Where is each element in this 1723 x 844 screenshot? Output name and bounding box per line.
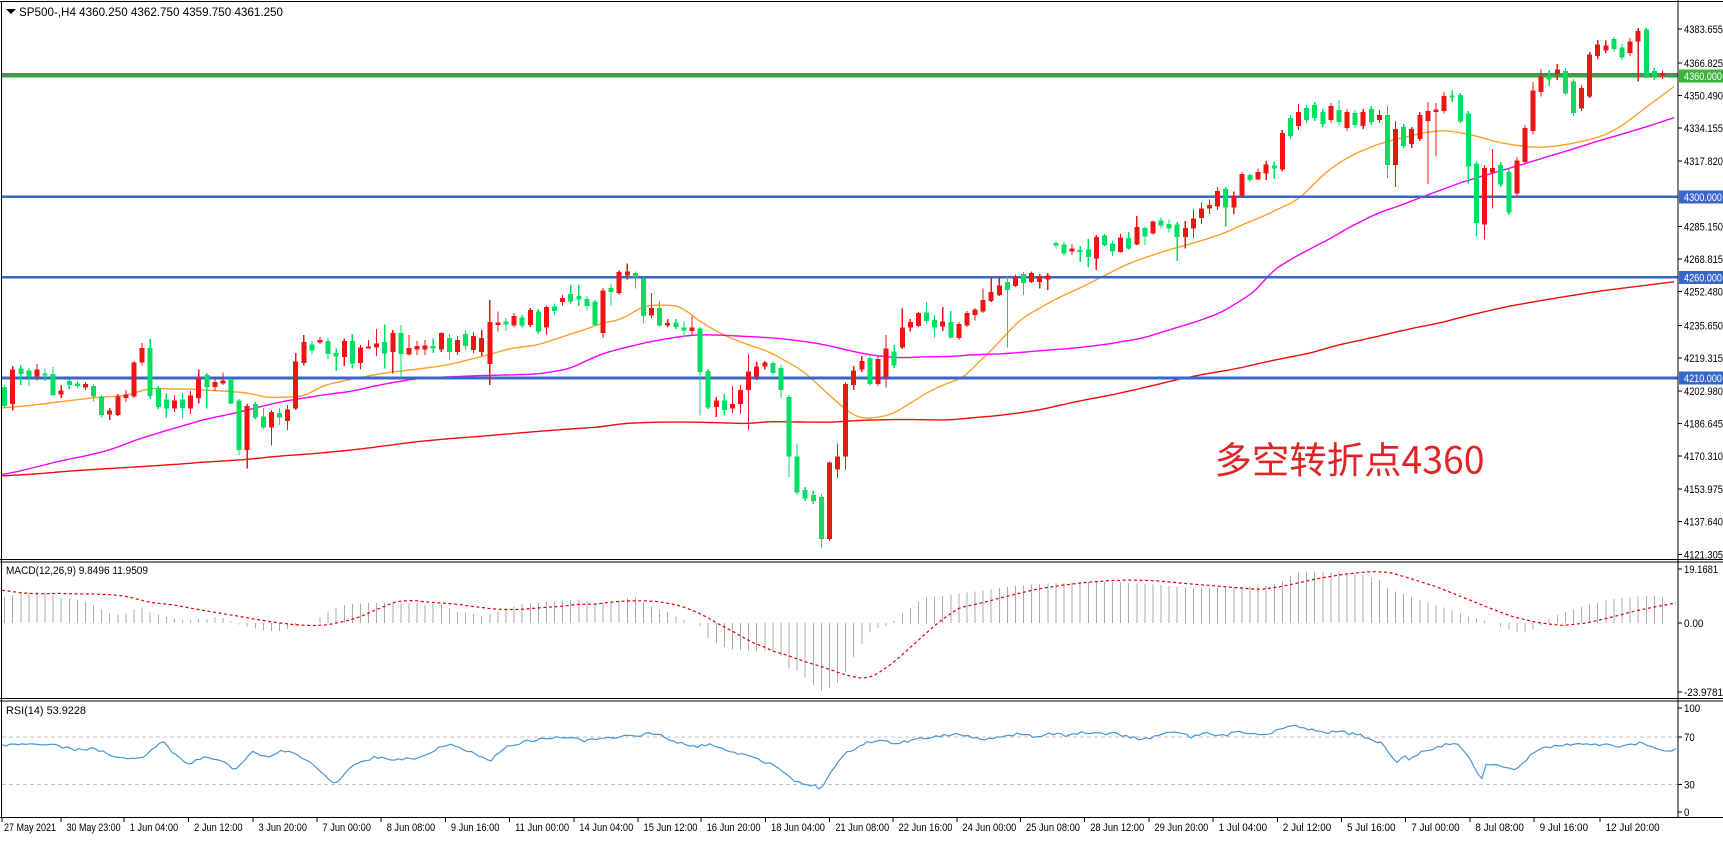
svg-text:MACD(12,26,9) 9.8496 11.9509: MACD(12,26,9) 9.8496 11.9509 [6, 565, 148, 577]
svg-text:30 May 23:00: 30 May 23:00 [67, 822, 121, 834]
svg-text:25 Jun 08:00: 25 Jun 08:00 [1026, 822, 1080, 834]
svg-text:28 Jun 12:00: 28 Jun 12:00 [1090, 822, 1144, 834]
svg-text:2 Jun 12:00: 2 Jun 12:00 [194, 822, 243, 834]
svg-text:4360.000: 4360.000 [1684, 71, 1722, 83]
svg-text:0.00: 0.00 [1684, 618, 1704, 630]
svg-text:4300.000: 4300.000 [1684, 192, 1722, 204]
svg-text:5 Jul 16:00: 5 Jul 16:00 [1347, 822, 1396, 834]
svg-text:11 Jun 00:00: 11 Jun 00:00 [515, 822, 569, 834]
svg-text:4121.305: 4121.305 [1684, 549, 1723, 561]
svg-text:30: 30 [1684, 780, 1695, 792]
svg-text:29 Jun 20:00: 29 Jun 20:00 [1154, 822, 1208, 834]
svg-text:1 Jul 04:00: 1 Jul 04:00 [1219, 822, 1268, 834]
svg-text:4383.655: 4383.655 [1684, 24, 1723, 36]
svg-text:7 Jun 00:00: 7 Jun 00:00 [323, 822, 372, 834]
svg-text:4252.480: 4252.480 [1684, 287, 1723, 299]
svg-text:12 Jul 20:00: 12 Jul 20:00 [1606, 822, 1660, 834]
svg-text:70: 70 [1684, 732, 1695, 744]
svg-text:4153.975: 4153.975 [1684, 484, 1723, 496]
svg-text:4366.825: 4366.825 [1684, 58, 1723, 70]
svg-text:8 Jun 08:00: 8 Jun 08:00 [387, 822, 436, 834]
svg-text:4235.650: 4235.650 [1684, 320, 1723, 332]
svg-text:0: 0 [1684, 807, 1689, 819]
svg-text:4285.150: 4285.150 [1684, 221, 1723, 233]
svg-text:22 Jun 16:00: 22 Jun 16:00 [899, 822, 953, 834]
svg-text:7 Jul 00:00: 7 Jul 00:00 [1411, 822, 1460, 834]
svg-text:100: 100 [1684, 703, 1700, 715]
svg-text:-23.9781: -23.9781 [1684, 687, 1723, 699]
svg-text:4334.155: 4334.155 [1684, 123, 1723, 135]
svg-text:4137.640: 4137.640 [1684, 517, 1723, 529]
svg-text:4350.490: 4350.490 [1684, 91, 1723, 103]
svg-text:1 Jun 04:00: 1 Jun 04:00 [130, 822, 179, 834]
svg-text:4219.315: 4219.315 [1684, 353, 1723, 365]
svg-text:18 Jun 04:00: 18 Jun 04:00 [771, 822, 825, 834]
svg-text:4186.645: 4186.645 [1684, 419, 1723, 431]
svg-text:8 Jul 08:00: 8 Jul 08:00 [1475, 822, 1524, 834]
svg-text:4317.820: 4317.820 [1684, 156, 1723, 168]
svg-text:21 Jun 08:00: 21 Jun 08:00 [835, 822, 889, 834]
svg-text:4260.000: 4260.000 [1684, 272, 1722, 284]
svg-text:9 Jul 16:00: 9 Jul 16:00 [1540, 822, 1589, 834]
svg-text:2 Jul 12:00: 2 Jul 12:00 [1283, 822, 1332, 834]
svg-text:4170.310: 4170.310 [1684, 451, 1723, 463]
svg-text:4202.980: 4202.980 [1684, 386, 1723, 398]
svg-text:SP500-,H4 4360.250 4362.750 4: SP500-,H4 4360.250 4362.750 4359.750 436… [19, 5, 283, 19]
svg-text:3 Jun 20:00: 3 Jun 20:00 [259, 822, 308, 834]
svg-text:16 Jun 20:00: 16 Jun 20:00 [707, 822, 761, 834]
svg-text:9 Jun 16:00: 9 Jun 16:00 [451, 822, 500, 834]
svg-text:RSI(14) 53.9228: RSI(14) 53.9228 [6, 705, 86, 717]
svg-text:14 Jun 04:00: 14 Jun 04:00 [579, 822, 633, 834]
svg-text:15 Jun 12:00: 15 Jun 12:00 [644, 822, 698, 834]
svg-text:4210.000: 4210.000 [1684, 373, 1722, 385]
svg-text:24 Jun 00:00: 24 Jun 00:00 [962, 822, 1016, 834]
svg-text:27 May 2021: 27 May 2021 [4, 822, 56, 834]
svg-text:4268.815: 4268.815 [1684, 254, 1723, 266]
svg-text:19.1681: 19.1681 [1684, 564, 1718, 576]
